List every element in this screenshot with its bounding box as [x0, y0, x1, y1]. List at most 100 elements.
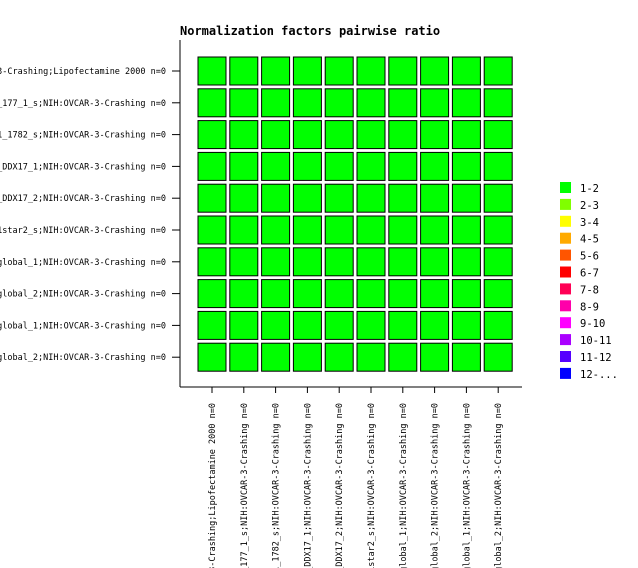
heatmap-cell: [420, 342, 450, 372]
heatmap-cell: [483, 56, 513, 86]
heatmap-cell: [292, 279, 322, 309]
legend-swatch: [560, 351, 571, 362]
heatmap-cell: [324, 151, 354, 181]
chart-title: Normalization factors pairwise ratio: [180, 24, 440, 38]
legend-swatch: [560, 249, 571, 261]
x-tick-label: global_1;NIH:OVCAR-3-Crashing n=0: [399, 403, 409, 568]
heatmap-cell: [261, 56, 291, 86]
heatmap-cell: [261, 183, 291, 213]
heatmap-cell: [388, 279, 418, 309]
heatmap-cell: [197, 247, 227, 277]
heatmap-cell: [388, 56, 418, 86]
heatmap-cell: [324, 310, 354, 340]
x-tick-label: 1star2_s;NIH:OVCAR-3-Crashing n=0: [367, 403, 377, 568]
heatmap-cell: [324, 279, 354, 309]
heatmap-cell: [197, 88, 227, 118]
heatmap-cell: [388, 342, 418, 372]
legend-label: 6-7: [580, 268, 599, 280]
heatmap-cell: [420, 151, 450, 181]
x-tick-label: global_1;NIH:OVCAR-3-Crashing n=0: [462, 403, 472, 568]
heatmap-cell: [292, 183, 322, 213]
heatmap-cell: [229, 120, 259, 150]
heatmap-cell: [292, 247, 322, 277]
x-tick-label: global_2;NIH:OVCAR-3-Crashing n=0: [494, 403, 504, 568]
heatmap-cell: [229, 310, 259, 340]
heatmap-cell: [356, 88, 386, 118]
y-tick-label: _DDX17_2;NIH:OVCAR-3-Crashing n=0: [0, 194, 166, 204]
heatmap-cell: [197, 342, 227, 372]
heatmap-cell: [483, 183, 513, 213]
legend-label: 9-10: [580, 318, 605, 330]
legend-label: 5-6: [580, 251, 599, 263]
heatmap-cell: [197, 120, 227, 150]
heatmap-cell: [451, 310, 481, 340]
heatmap-cell: [261, 151, 291, 181]
heatmap-cell: [197, 151, 227, 181]
heatmap-cell: [483, 120, 513, 150]
heatmap-cell: [356, 342, 386, 372]
heatmap-cell: [229, 183, 259, 213]
y-tick-label: global_1;NIH:OVCAR-3-Crashing n=0: [0, 258, 166, 268]
legend-label: 4-5: [580, 234, 599, 246]
legend-swatch: [560, 198, 571, 210]
heatmap-cell: [483, 310, 513, 340]
x-tick-label: _177_1_s;NIH:OVCAR-3-Crashing n=0: [240, 403, 250, 568]
heatmap-cell: [197, 310, 227, 340]
y-tick-label: global_2;NIH:OVCAR-3-Crashing n=0: [0, 290, 166, 300]
y-tick-label: 1star2_s;NIH:OVCAR-3-Crashing n=0: [0, 226, 166, 236]
y-tick-label: global_2;NIH:OVCAR-3-Crashing n=0: [0, 353, 166, 363]
heatmap-cell: [261, 88, 291, 118]
heatmap-cell: [356, 310, 386, 340]
heatmap-cell: [483, 151, 513, 181]
heatmap-cell: [229, 215, 259, 245]
x-tick-label: 3-Crashing;Lipofectamine 2000 n=0: [208, 403, 218, 568]
legend-swatch: [560, 182, 571, 193]
legend-label: 7-8: [580, 284, 599, 296]
heatmap-cell: [261, 310, 291, 340]
heatmap-cell: [261, 215, 291, 245]
heatmap-cell: [420, 56, 450, 86]
heatmap-cell: [261, 342, 291, 372]
heatmap-cell: [229, 88, 259, 118]
heatmap-cell: [356, 56, 386, 86]
heatmap-cell: [356, 183, 386, 213]
heatmap-cell: [229, 247, 259, 277]
legend-swatch: [560, 367, 571, 379]
heatmap-cell: [197, 215, 227, 245]
y-tick-label: 3-Crashing;Lipofectamine 2000 n=0: [0, 67, 166, 77]
heatmap-cell: [483, 247, 513, 277]
heatmap-cell: [197, 183, 227, 213]
y-tick-label: _DDX17_1;NIH:OVCAR-3-Crashing n=0: [0, 162, 166, 172]
legend-swatch: [560, 215, 571, 227]
heatmap-cell: [451, 247, 481, 277]
heatmap-cell: [229, 56, 259, 86]
x-tick-label: global_2;NIH:OVCAR-3-Crashing n=0: [431, 403, 441, 568]
legend-label: 10-11: [580, 335, 612, 347]
heatmap-cell: [356, 120, 386, 150]
legend-swatch: [560, 317, 571, 329]
heatmap-cell: [229, 342, 259, 372]
heatmap-cell: [261, 247, 291, 277]
heatmap-cell: [324, 215, 354, 245]
x-tick-label: _DDX17_2;NIH:OVCAR-3-Crashing n=0: [335, 403, 345, 568]
legend-swatch: [560, 232, 571, 244]
heatmap-cell: [388, 151, 418, 181]
heatmap-cell: [356, 151, 386, 181]
heatmap-cell: [483, 279, 513, 309]
heatmap-cell: [388, 88, 418, 118]
heatmap-cell: [356, 247, 386, 277]
legend-label: 2-3: [580, 200, 599, 212]
heatmap-cell: [420, 279, 450, 309]
heatmap-cell: [451, 120, 481, 150]
heatmap-cell: [292, 88, 322, 118]
legend-label: 11-12: [580, 352, 612, 364]
heatmap-cell: [292, 310, 322, 340]
heatmap-cell: [420, 215, 450, 245]
heatmap-cell: [229, 151, 259, 181]
heatmap-cell: [451, 151, 481, 181]
heatmap-cell: [197, 56, 227, 86]
heatmap-cell: [356, 279, 386, 309]
heatmap-cell: [292, 342, 322, 372]
